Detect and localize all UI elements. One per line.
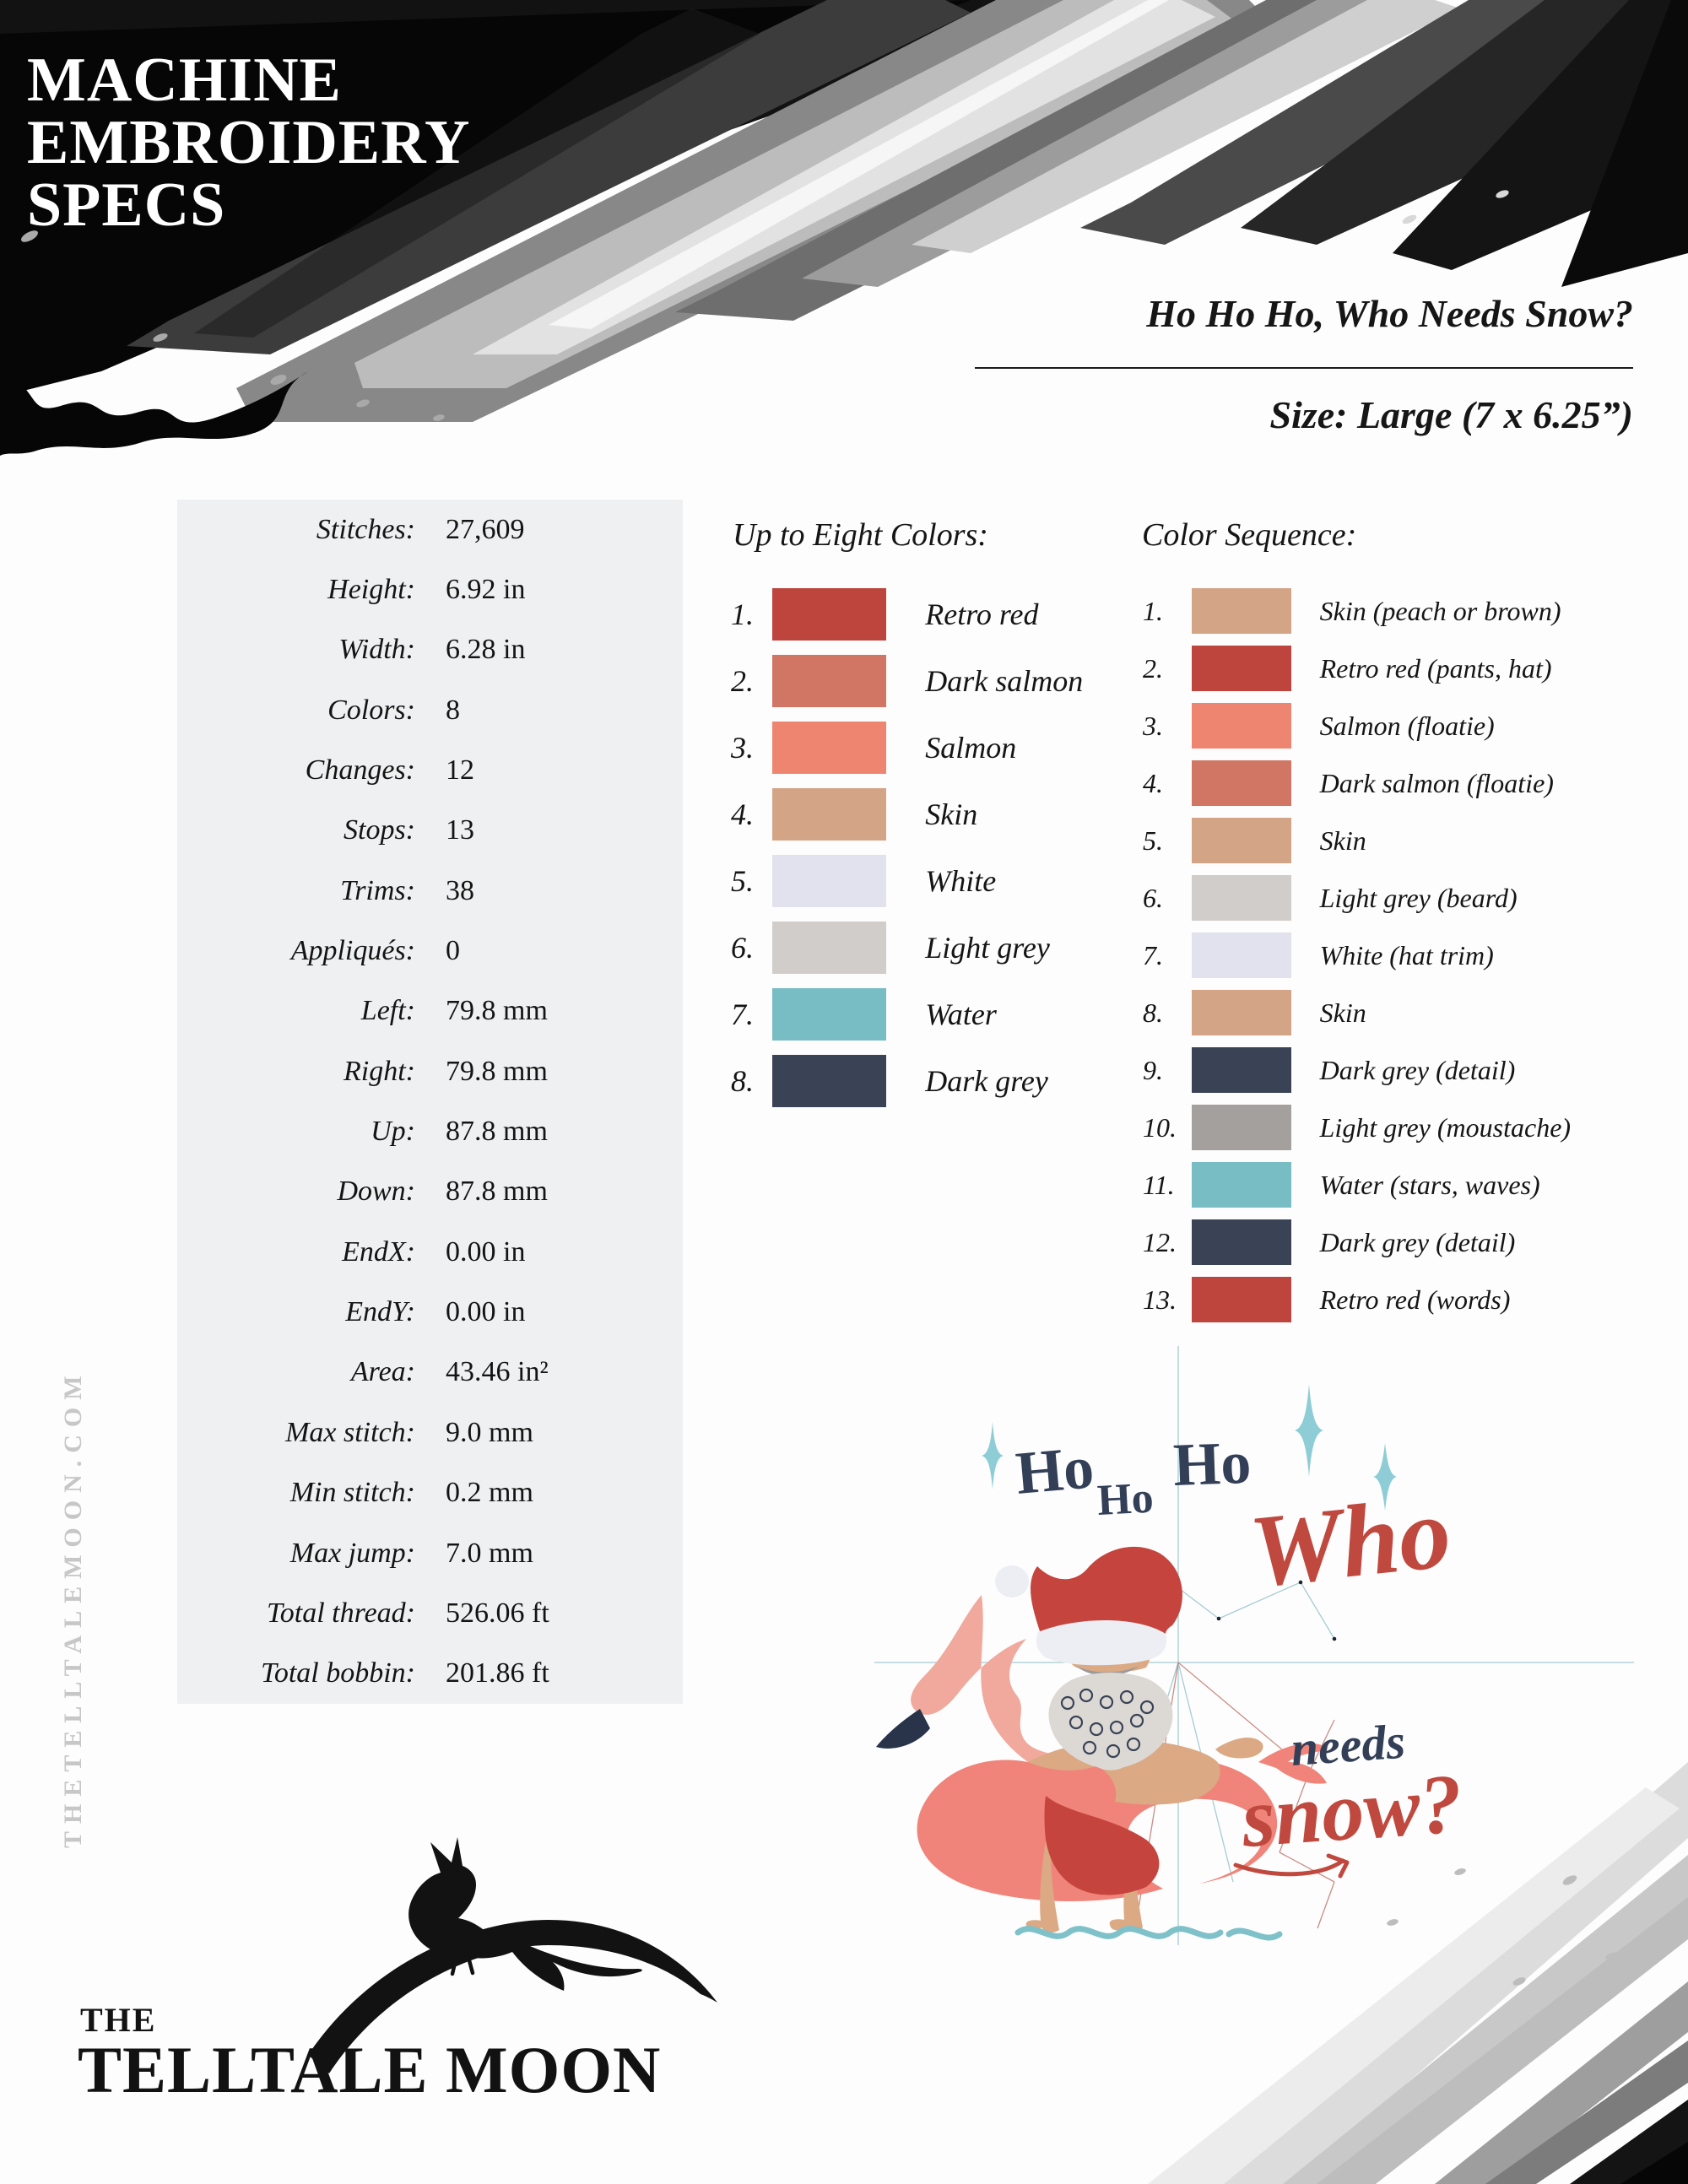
svg-text:Ho: Ho [1096, 1474, 1155, 1525]
svg-text:Who: Who [1245, 1475, 1456, 1609]
svg-text:Ho: Ho [1172, 1429, 1252, 1499]
svg-text:snow?: snow? [1238, 1756, 1465, 1865]
svg-text:Ho: Ho [1013, 1433, 1096, 1507]
